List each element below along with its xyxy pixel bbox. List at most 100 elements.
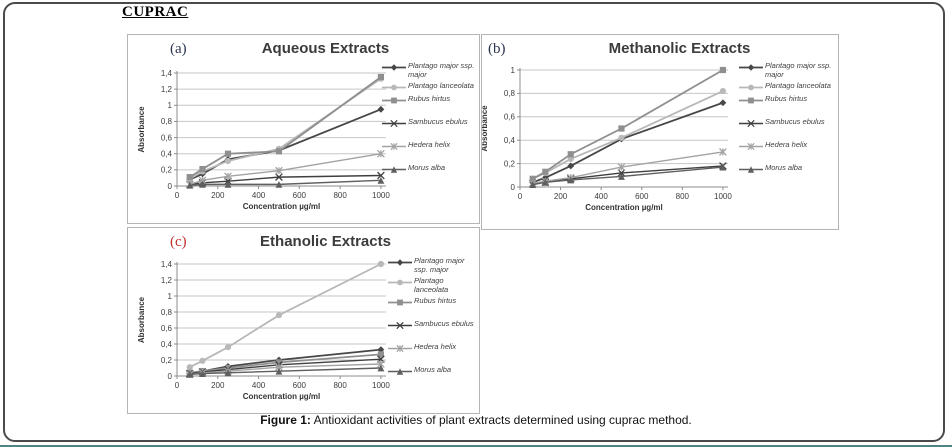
svg-text:0: 0 bbox=[175, 381, 180, 390]
svg-text:800: 800 bbox=[676, 192, 690, 201]
legend-label: Hedera helix bbox=[408, 140, 451, 149]
diamond-icon bbox=[382, 64, 406, 71]
panel-letter-c: (c) bbox=[170, 234, 187, 250]
legend-item: Hedera helix bbox=[739, 140, 835, 151]
legend-label: Rubus hirtus bbox=[414, 296, 457, 305]
square-icon bbox=[739, 97, 763, 104]
triangle-icon bbox=[739, 166, 763, 173]
legend-item: Morus alba bbox=[739, 163, 835, 174]
svg-text:600: 600 bbox=[293, 191, 307, 200]
section-heading: CUPRAC bbox=[122, 4, 189, 20]
legend-label: Hedera helix bbox=[414, 342, 457, 351]
svg-text:800: 800 bbox=[333, 381, 347, 390]
panel-letter-a: (a) bbox=[170, 41, 187, 57]
x-icon bbox=[382, 119, 406, 128]
figure-caption: Figure 1: Antioxidant activities of plan… bbox=[0, 413, 952, 427]
triangle-icon bbox=[388, 368, 412, 375]
chart-panel-c: (c) Ethanolic Extracts 0 0,2 0,4 0,6 0,8 1 1,2… bbox=[127, 227, 480, 414]
legend-item: Hedera helix bbox=[382, 140, 476, 151]
chart-b-plot: 0 0,2 0,4 0,6 0,8 1 0 200 400 600 800 1000 Absorbanc… bbox=[482, 66, 732, 212]
legend-label: Plantago lanceolata bbox=[408, 81, 474, 90]
svg-text:600: 600 bbox=[635, 192, 649, 201]
x-icon bbox=[388, 321, 412, 330]
circle-icon bbox=[739, 84, 763, 91]
legend-label: Morus alba bbox=[765, 163, 803, 172]
chart-panel-b: (b) Methanolic Extracts 0 0,2 0,4 0,6 0,8 1 0 2… bbox=[481, 34, 839, 230]
bottom-accent-rule bbox=[0, 445, 952, 447]
legend-item: Sambucus ebulus bbox=[388, 319, 476, 330]
legend-label: Plantago major ssp. major bbox=[414, 256, 465, 274]
legend-item: Plantago lanceolata bbox=[388, 276, 476, 294]
star-icon bbox=[382, 142, 406, 151]
panel-letter-b: (b) bbox=[488, 41, 506, 57]
svg-text:0,2: 0,2 bbox=[161, 166, 173, 175]
svg-text:0: 0 bbox=[168, 182, 173, 191]
svg-text:0,2: 0,2 bbox=[161, 356, 173, 365]
legend-item: Morus alba bbox=[382, 163, 476, 174]
triangle-icon bbox=[382, 166, 406, 173]
svg-text:200: 200 bbox=[211, 191, 225, 200]
svg-text:200: 200 bbox=[211, 381, 225, 390]
chart-panel-a: (a) Aqueous Extracts 0 0,2 0,4 0,6 0,8 1 1,2 1,… bbox=[127, 34, 480, 224]
legend-item: Rubus hirtus bbox=[739, 94, 835, 105]
legend-label: Hedera helix bbox=[765, 140, 808, 149]
svg-text:0: 0 bbox=[511, 183, 516, 192]
panel-title-a: Aqueous Extracts bbox=[261, 40, 390, 57]
legend-item: Morus alba bbox=[388, 365, 476, 376]
figure-caption-label: Figure 1: bbox=[260, 413, 311, 427]
panel-title-c: Ethanolic Extracts bbox=[260, 233, 391, 250]
star-icon bbox=[388, 344, 412, 353]
svg-text:0,8: 0,8 bbox=[161, 117, 173, 126]
chart-a-legend: Plantago major ssp. major Plantago lanceo… bbox=[382, 61, 476, 174]
legend-item: Plantago major ssp. major bbox=[739, 61, 835, 79]
diamond-icon bbox=[388, 259, 412, 266]
legend-item: Sambucus ebulus bbox=[382, 117, 476, 128]
legend-label: Sambucus ebulus bbox=[765, 117, 825, 126]
panel-title-b: Methanolic Extracts bbox=[608, 40, 751, 57]
legend-item: Hedera helix bbox=[388, 342, 476, 353]
svg-text:0: 0 bbox=[175, 191, 180, 200]
chart-c-plot: 0 0,2 0,4 0,6 0,8 1 1,2 1,4 0 200 400 600 800 1000 Abs… bbox=[137, 260, 390, 401]
svg-text:0: 0 bbox=[168, 372, 173, 381]
legend-label: Rubus hirtus bbox=[765, 94, 808, 103]
svg-text:Concentration µg/ml: Concentration µg/ml bbox=[243, 202, 321, 211]
circle-icon bbox=[382, 84, 406, 91]
svg-text:0,6: 0,6 bbox=[504, 113, 516, 122]
svg-text:0,6: 0,6 bbox=[161, 324, 173, 333]
legend-item: Plantago lanceolata bbox=[739, 81, 835, 92]
svg-text:400: 400 bbox=[252, 191, 266, 200]
svg-text:Absorbance: Absorbance bbox=[137, 106, 146, 153]
svg-text:800: 800 bbox=[333, 191, 347, 200]
figure-caption-text: Antioxidant activities of plant extracts… bbox=[310, 413, 692, 427]
svg-text:Absorbance: Absorbance bbox=[482, 105, 489, 152]
svg-text:0,6: 0,6 bbox=[161, 133, 173, 142]
legend-label: Plantago lanceolata bbox=[414, 276, 449, 294]
svg-text:1000: 1000 bbox=[372, 381, 390, 390]
legend-item: Plantago major ssp. major bbox=[388, 256, 476, 274]
svg-text:Concentration µg/ml: Concentration µg/ml bbox=[243, 392, 321, 401]
svg-text:Absorbance: Absorbance bbox=[137, 296, 146, 343]
legend-label: Rubus hirtus bbox=[408, 94, 451, 103]
svg-text:1,4: 1,4 bbox=[161, 69, 173, 78]
svg-text:0,4: 0,4 bbox=[161, 150, 173, 159]
star-icon bbox=[739, 142, 763, 151]
legend-label: Plantago lanceolata bbox=[765, 81, 831, 90]
chart-a-plot: 0 0,2 0,4 0,6 0,8 1 1,2 1,4 0 200 400 600 800 1000 Abs… bbox=[137, 69, 390, 211]
svg-text:400: 400 bbox=[594, 192, 608, 201]
svg-text:1: 1 bbox=[168, 101, 173, 110]
chart-c-legend: Plantago major ssp. major Plantago lanceo… bbox=[388, 256, 476, 376]
chart-b-legend: Plantago major ssp. major Plantago lanceo… bbox=[739, 61, 835, 174]
x-icon bbox=[739, 119, 763, 128]
svg-text:0,4: 0,4 bbox=[161, 340, 173, 349]
svg-text:Concentration µg/ml: Concentration µg/ml bbox=[585, 203, 663, 212]
svg-text:1,4: 1,4 bbox=[161, 260, 173, 269]
legend-item: Rubus hirtus bbox=[382, 94, 476, 105]
square-icon bbox=[388, 299, 412, 306]
svg-text:1,2: 1,2 bbox=[161, 85, 173, 94]
svg-text:1000: 1000 bbox=[372, 191, 390, 200]
diamond-icon bbox=[739, 64, 763, 71]
svg-text:1: 1 bbox=[511, 66, 516, 75]
legend-label: Sambucus ebulus bbox=[408, 117, 468, 126]
legend-item: Plantago lanceolata bbox=[382, 81, 476, 92]
